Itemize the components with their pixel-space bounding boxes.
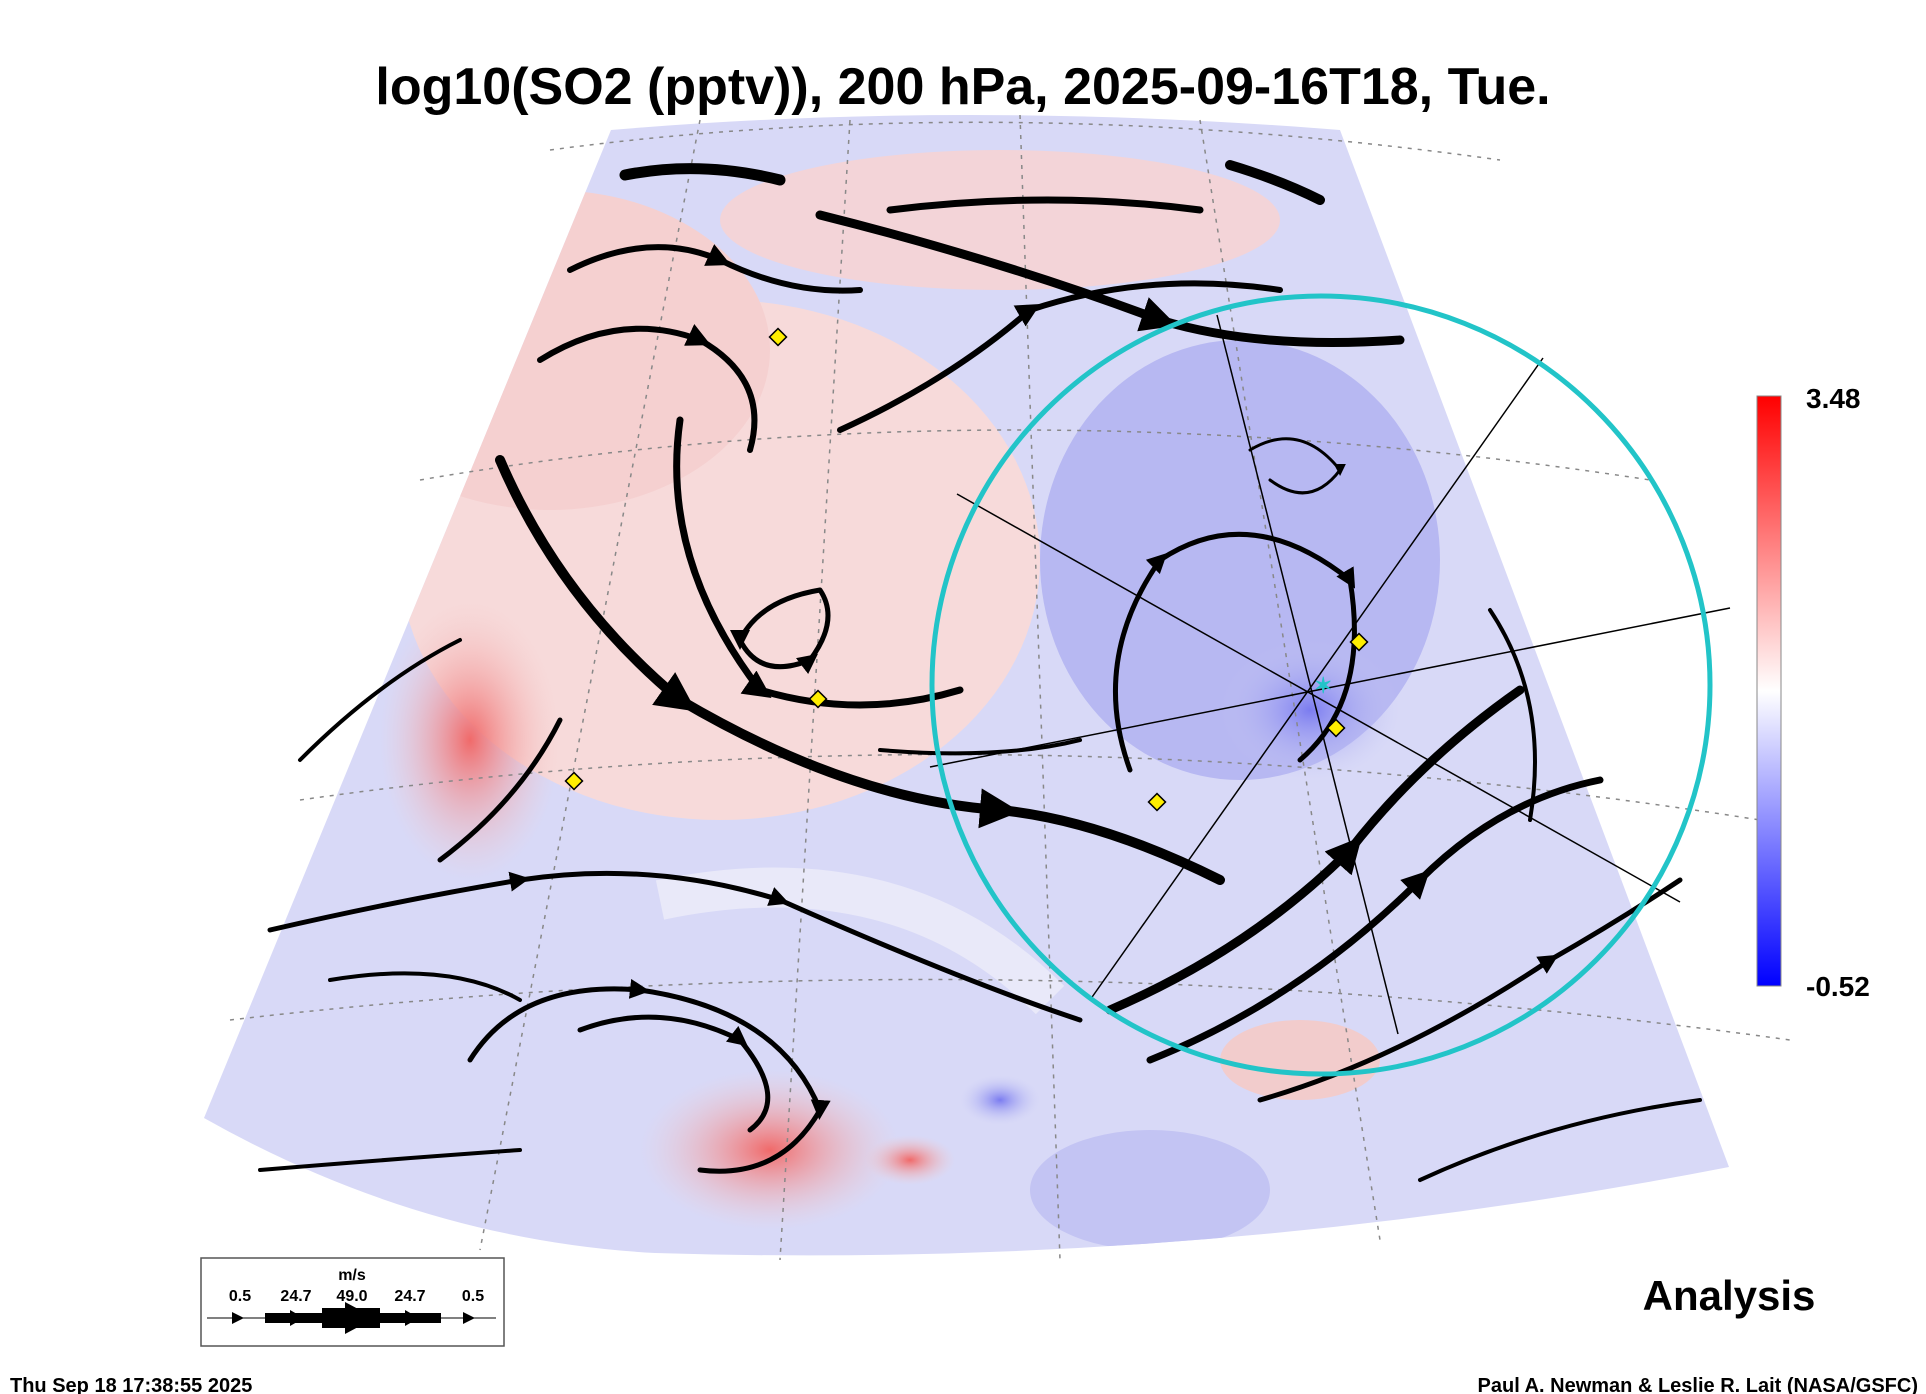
- range-ring: [929, 293, 1713, 1077]
- wind-legend-label: 0.5: [462, 1288, 484, 1305]
- colorbar-min-label: -0.52: [1806, 971, 1870, 1002]
- colorbar-max-label: 3.48: [1806, 383, 1861, 414]
- chart-title: log10(SO2 (pptv)), 200 hPa, 2025-09-16T1…: [375, 58, 1550, 116]
- center-star-icon: ✶: [1314, 673, 1332, 698]
- trajectory-lines: [929, 314, 1731, 1035]
- footer-timestamp: Thu Sep 18 17:38:55 2025: [10, 1375, 252, 1394]
- wind-legend: m/s 0.5 24.7 49.0 24.7 0.5: [200, 1257, 505, 1347]
- so2-field: [204, 115, 1729, 1256]
- site-markers: [564, 327, 1369, 812]
- wind-legend-label: 24.7: [394, 1288, 425, 1305]
- wind-legend-units: m/s: [338, 1267, 366, 1284]
- wind-legend-label: 24.7: [280, 1288, 311, 1305]
- wind-legend-label: 0.5: [229, 1288, 251, 1305]
- wind-streamlines: [258, 160, 1702, 1182]
- footer-credit: Paul A. Newman & Leslie R. Lait (NASA/GS…: [1478, 1375, 1918, 1394]
- wind-legend-label: 49.0: [336, 1288, 367, 1305]
- analysis-label: Analysis: [1643, 1272, 1816, 1319]
- colorbar: [1756, 395, 1782, 987]
